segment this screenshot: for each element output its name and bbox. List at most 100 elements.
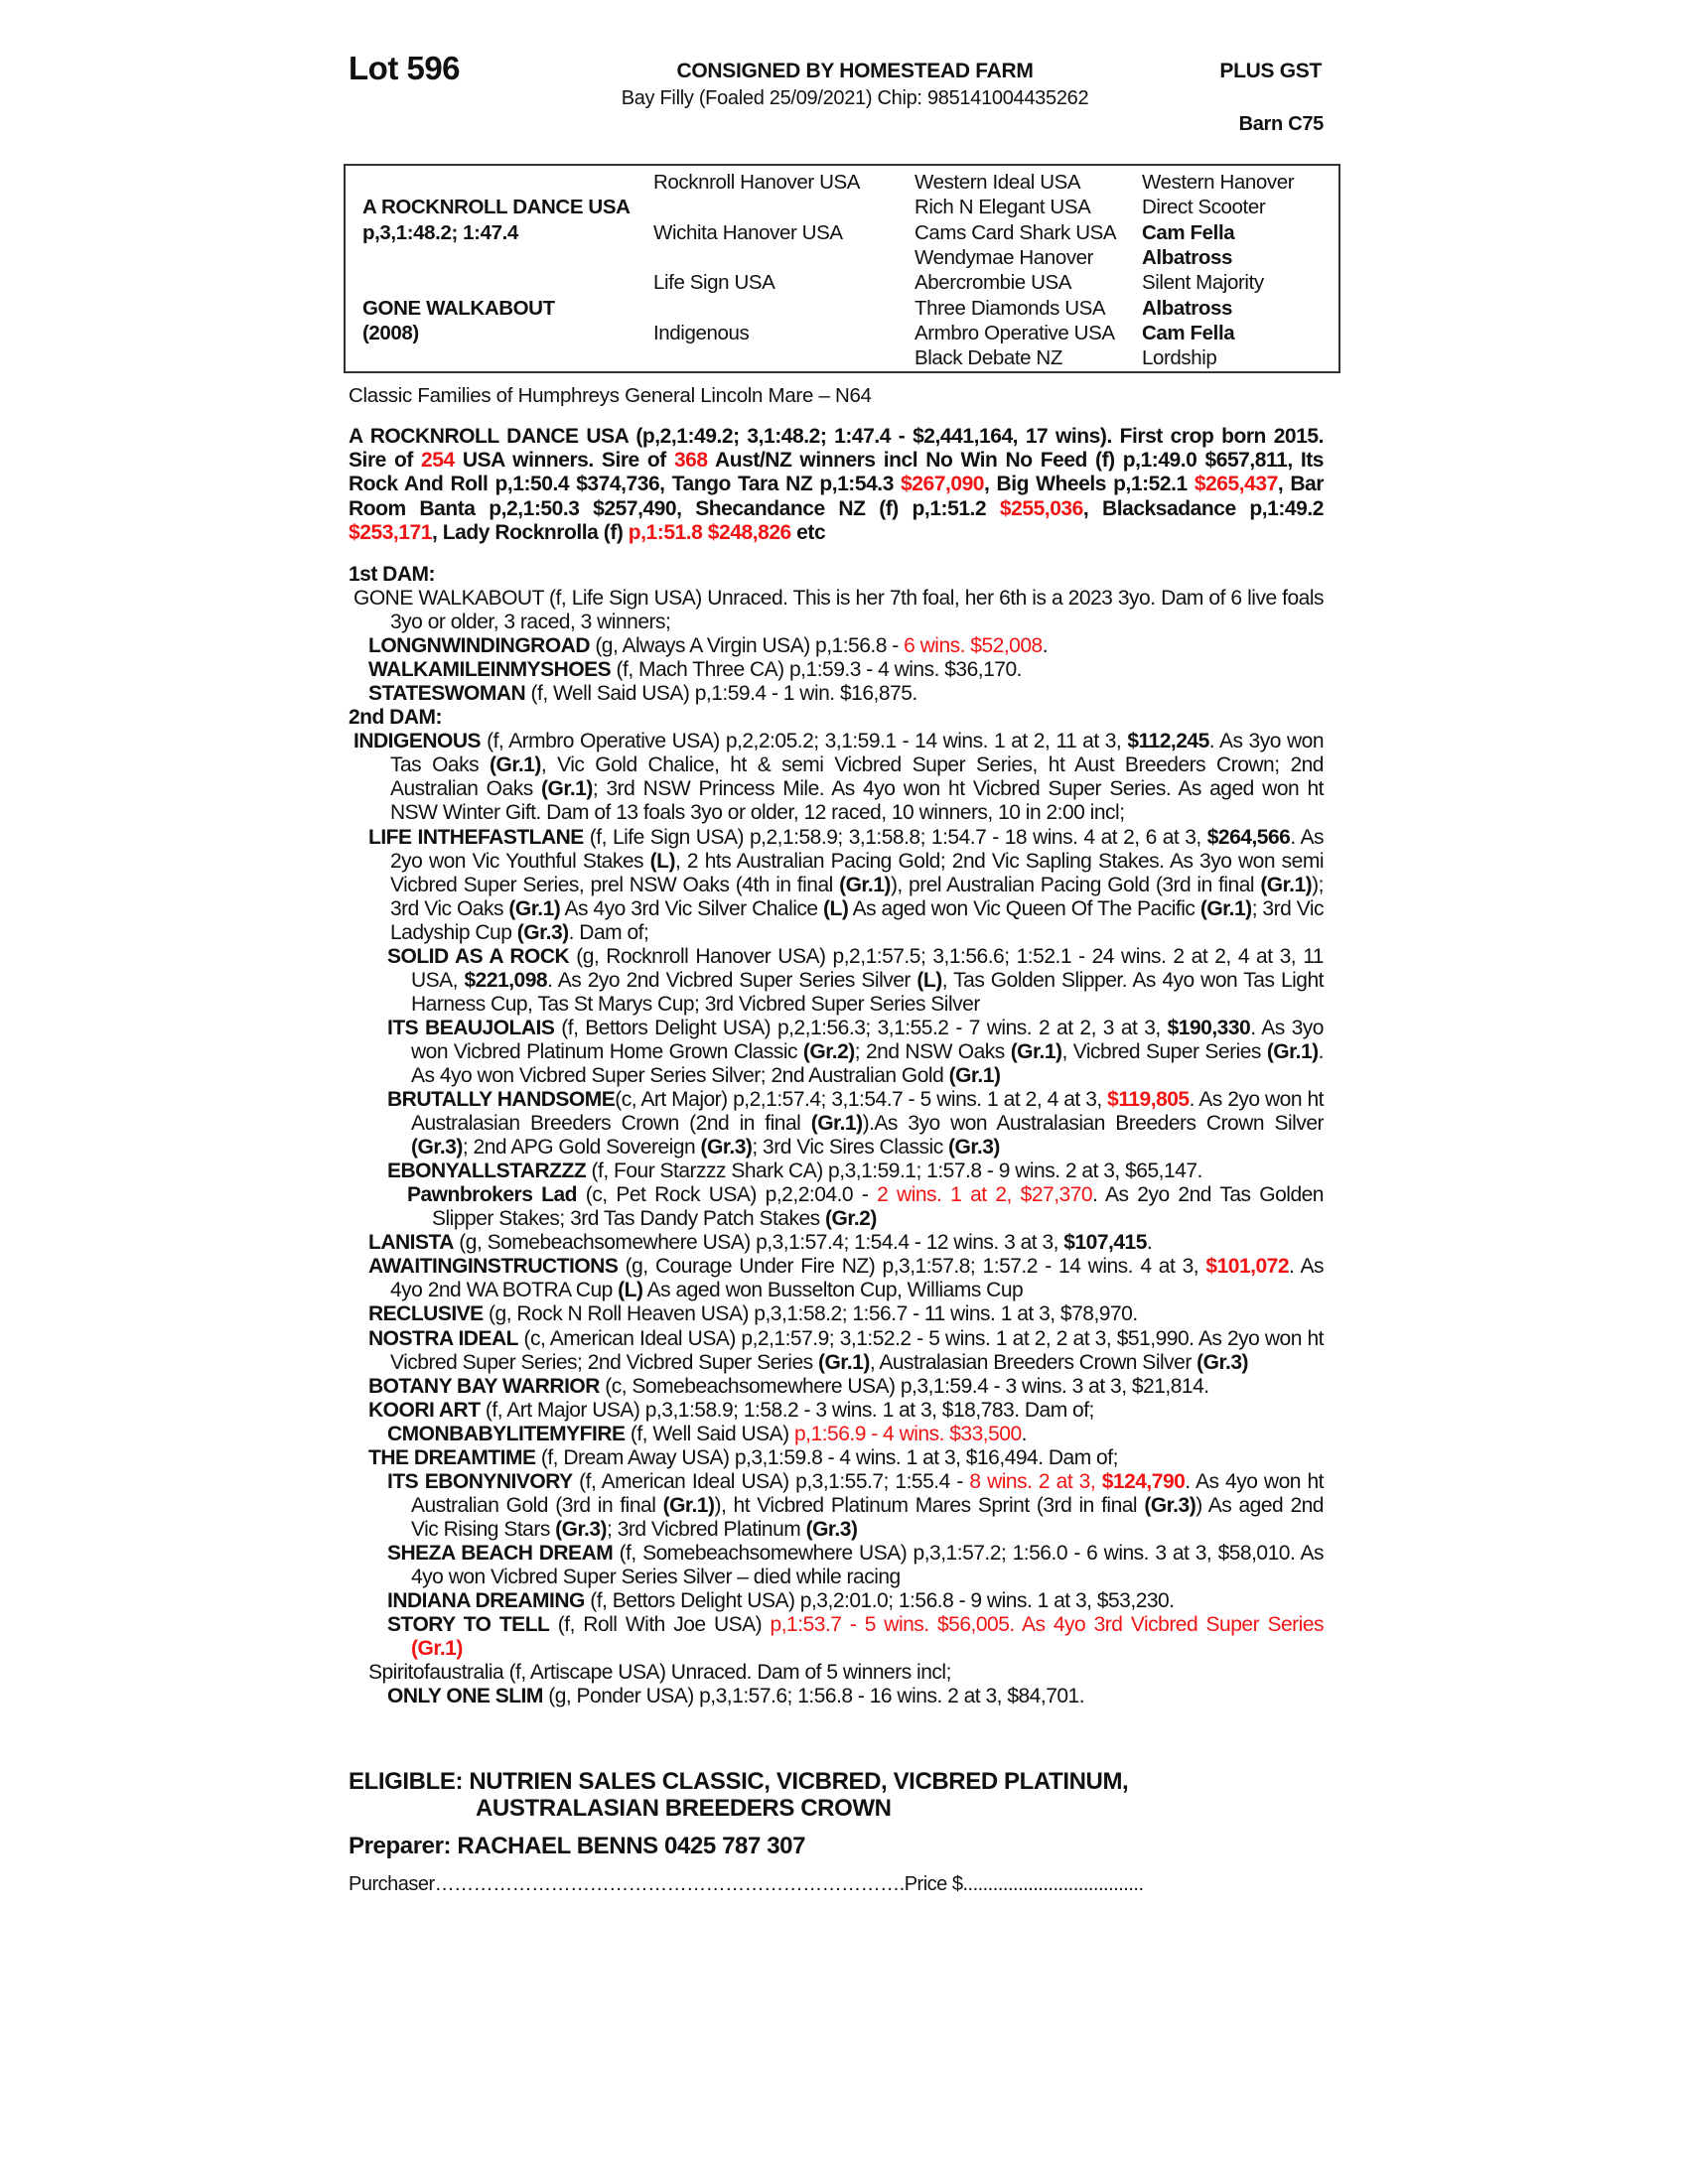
horse-name: THE DREAMTIME	[368, 1445, 536, 1469]
preparer: Preparer: RACHAEL BENNS 0425 787 307	[349, 1833, 806, 1859]
text-segment: USA winners. Sire of	[454, 449, 674, 473]
text-segment: (Gr.2)	[802, 1039, 855, 1063]
horse-name: ITS BEAUJOLAIS	[387, 1016, 555, 1039]
text-segment: (Gr.1)	[490, 753, 541, 777]
pedigree-cell: Indigenous	[653, 321, 750, 344]
text-segment: , Lady Rocknrolla (f)	[432, 520, 629, 544]
text-segment: ; 3rd Vicbred Platinum	[607, 1517, 806, 1541]
sire-summary: A ROCKNROLL DANCE USA (p,2,1:49.2; 3,1:4…	[349, 425, 1324, 545]
text-segment: . As 4yo 2nd WA BOTRA Cup	[390, 1255, 1324, 1302]
text-segment: (Gr.1)	[1199, 896, 1252, 920]
horse-name: EBONYALLSTARZZZ	[387, 1160, 587, 1183]
text-segment: . As 4yo won ht Australian Gold (3rd in …	[411, 1469, 1325, 1517]
pedigree-entry: KOORI ART (f, Art Major USA) p,3,1:58.9;…	[349, 1399, 1324, 1423]
pedigree-cell: Rich N Elegant USA	[914, 196, 1091, 219]
pedigree-cell: Western Ideal USA	[914, 171, 1081, 194]
horse-name: KOORI ART	[368, 1398, 481, 1422]
horse-name: WALKAMILEINMYSHOES	[368, 658, 612, 682]
text-segment: $265,437	[1194, 473, 1278, 496]
pedigree-entry: LANISTA (g, Somebeachsomewhere USA) p,3,…	[349, 1231, 1324, 1255]
text-segment: ), ht Vicbred Platinum Mares Sprint (3rd…	[714, 1493, 1145, 1517]
text-segment: (f, Somebeachsomewhere USA) p,3,1:57.2; …	[411, 1541, 1325, 1588]
horse-name: NOSTRA IDEAL	[368, 1326, 518, 1350]
pedigree-row: p,3,1:48.2; 1:47.4 Wichita Hanover USA Cam…	[346, 220, 1338, 245]
text-segment: (Gr.3)	[411, 1136, 463, 1160]
text-segment: (Gr.3)	[805, 1517, 858, 1541]
pedigree-entry: BOTANY BAY WARRIOR (c, Somebeachsomewher…	[349, 1375, 1324, 1399]
pedigree-entry: STORY TO TELL (f, Roll With Joe USA) p,1…	[349, 1613, 1325, 1661]
text-segment: (Gr.1)	[810, 1112, 863, 1136]
gst-note: PLUS GST	[1219, 60, 1322, 82]
text-segment: (Gr.1)	[1260, 873, 1313, 896]
text-segment: . As 3yo won Tas Oaks	[390, 730, 1325, 777]
text-segment: . As 2yo won Vic Youthful Stakes	[390, 825, 1325, 873]
text-segment: (Gr.3)	[516, 920, 569, 944]
pedigree-cell: p,3,1:48.2; 1:47.4	[362, 220, 518, 244]
pedigree-entry: GONE WALKABOUT (f, Life Sign USA) Unrace…	[349, 587, 1325, 634]
text-segment: ; 3rd Vic Ladyship Cup	[390, 896, 1325, 944]
text-segment: (Gr.1)	[541, 777, 593, 801]
text-segment: $264,566	[1206, 825, 1291, 849]
horse-name: SOLID AS A ROCK	[387, 944, 570, 968]
pedigree-entry: LIFE INTHEFASTLANE (f, Life Sign USA) p,…	[349, 825, 1325, 945]
text-segment: $101,072	[1205, 1255, 1289, 1279]
text-segment: .	[1021, 1422, 1028, 1445]
text-segment: ; 2nd NSW Oaks	[854, 1039, 1011, 1063]
barn-location: Barn C75	[1238, 113, 1325, 135]
pedigree-entry: NOSTRA IDEAL (c, American Ideal USA) p,2…	[349, 1326, 1325, 1375]
text-segment: (c, Somebeachsomewhere USA) p,3,1:59.4 -…	[599, 1374, 1209, 1398]
text-segment: (g, Rocknroll Hanover USA) p,2,1:57.5; 3…	[411, 944, 1325, 992]
horse-name: BRUTALLY HANDSOME	[387, 1088, 616, 1112]
text-segment: (Gr.1)	[817, 1350, 870, 1374]
text-segment: A ROCKNROLL DANCE USA (p,2,1:49.2; 3,1:4…	[349, 425, 1324, 473]
text-segment: $107,415	[1063, 1231, 1147, 1255]
text-segment: (L)	[916, 968, 942, 992]
text-segment: ); 3rd Vic Oaks	[390, 873, 1325, 920]
text-segment: , Australasian Breeders Crown Silver	[869, 1350, 1197, 1374]
text-segment: p,1:51.8 $248,826	[628, 520, 791, 544]
text-segment: , 2 hts Australian Pacing Gold; 2nd Vic …	[390, 849, 1324, 896]
lot-number: Lot 596	[349, 50, 461, 86]
text-segment: (g, Somebeachsomewhere USA) p,3,1:57.4; …	[453, 1231, 1064, 1255]
text-segment: (Gr.3)	[1196, 1350, 1249, 1374]
text-segment: $119,805	[1107, 1088, 1190, 1112]
pedigree-entry: SHEZA BEACH DREAM (f, Somebeachsomewhere…	[349, 1541, 1325, 1589]
text-segment: (f, Bettors Delight USA) p,2,1:56.3; 3,1…	[554, 1016, 1168, 1039]
pedigree-entry: LONGNWINDINGROAD (g, Always A Virgin USA…	[349, 634, 1324, 658]
eligibility-line-2: AUSTRALASIAN BREEDERS CROWN	[476, 1795, 892, 1822]
pedigree-cell: Abercrombie USA	[914, 271, 1072, 295]
text-segment: 254	[421, 449, 455, 473]
text-segment: ; 2nd APG Gold Sovereign	[462, 1136, 701, 1160]
text-segment: ), prel Australian Pacing Gold (3rd in f…	[890, 873, 1261, 896]
pedigree-entry: THE DREAMTIME (f, Dream Away USA) p,3,1:…	[349, 1446, 1324, 1470]
text-segment: (Gr.1)	[411, 1637, 463, 1661]
text-segment: . As 3yo won Vicbred Platinum Home Grown…	[411, 1016, 1324, 1063]
dam-pedigree-body: 1st DAM: GONE WALKABOUT (f, Life Sign USA…	[349, 563, 1325, 1708]
text-segment: (f, Four Starzzz Shark CA) p,3,1:59.1; 1…	[586, 1160, 1203, 1183]
pedigree-entry: INDIGENOUS (f, Armbro Operative USA) p,2…	[349, 730, 1325, 825]
pedigree-cell: Black Debate NZ	[914, 346, 1062, 370]
pedigree-cell: Armbro Operative USA	[914, 321, 1115, 344]
pedigree-cell: Lordship	[1142, 346, 1217, 370]
text-segment: , Vic Gold Chalice, ht & semi Vicbred Su…	[390, 753, 1325, 801]
text-segment: . As 4yo won Vicbred Super Series Silver…	[411, 1039, 1325, 1087]
purchaser-price-line: Purchaser……………………………………………………………….Price …	[349, 1873, 1144, 1895]
text-segment: (Gr.2)	[825, 1207, 877, 1231]
pedigree-cell: Albatross	[1142, 296, 1232, 320]
text-segment: p,1:56.9 - 4 wins. $33,500	[794, 1422, 1022, 1445]
pedigree-cell: Cams Card Shark USA	[914, 220, 1117, 244]
pedigree-entry: Pawnbrokers Lad (c, Pet Rock USA) p,2,2:…	[349, 1183, 1325, 1231]
text-segment: 8 wins. 2 at 3,	[969, 1469, 1102, 1493]
pedigree-entry: WALKAMILEINMYSHOES (f, Mach Three CA) p,…	[349, 658, 1324, 682]
text-segment: (Gr.1)	[1266, 1039, 1319, 1063]
text-segment: (L)	[823, 896, 849, 920]
pedigree-cell: A ROCKNROLL DANCE USA	[362, 196, 631, 219]
text-segment: $253,171	[349, 520, 432, 544]
text-segment: (Gr.1)	[508, 896, 561, 920]
text-segment: 6 wins. $52,008	[904, 634, 1043, 658]
horse-name: 1st DAM:	[349, 563, 436, 586]
horse-name: CMONBABYLITEMYFIRE	[387, 1422, 626, 1445]
text-segment: . As 2yo 2nd Vicbred Super Series Silver	[547, 968, 917, 992]
text-segment: .	[1042, 634, 1049, 658]
pedigree-cell: Life Sign USA	[653, 271, 775, 295]
